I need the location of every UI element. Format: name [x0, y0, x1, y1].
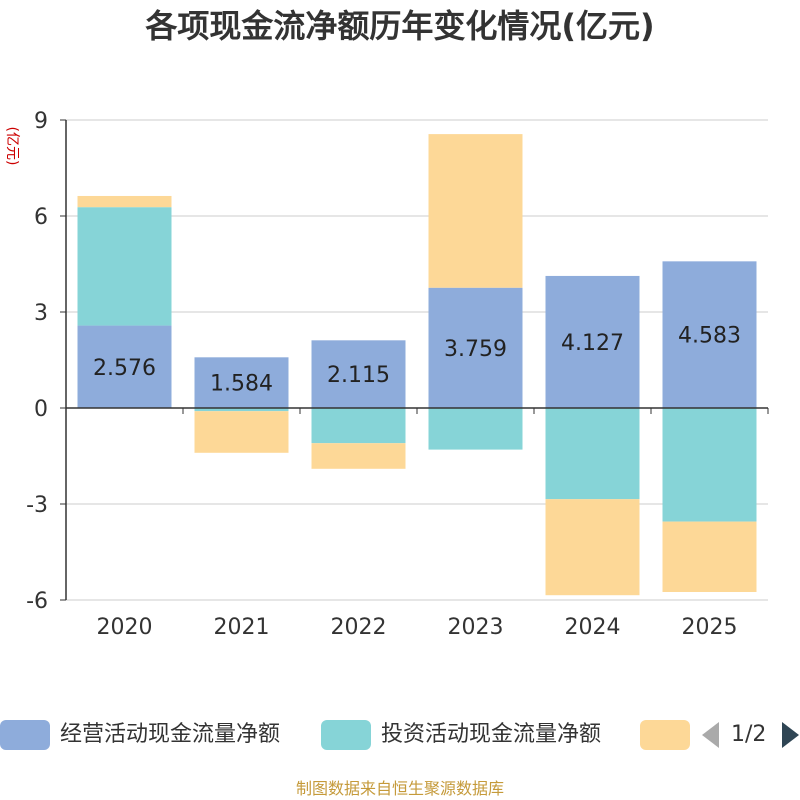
y-tick-label: 9	[34, 109, 48, 134]
x-tick-label: 2022	[331, 615, 387, 640]
bar-2020-series-2[interactable]	[77, 195, 172, 208]
x-tick-label: 2021	[214, 615, 270, 640]
bar-2025-series-1[interactable]	[662, 408, 757, 522]
bar-data-label: 1.584	[210, 372, 273, 397]
y-tick-label: 6	[34, 205, 48, 230]
bar-data-label: 3.759	[444, 337, 507, 362]
x-tick-label: 2025	[682, 615, 738, 640]
y-tick-label: 3	[34, 301, 48, 326]
bar-data-label: 4.583	[678, 324, 741, 349]
y-tick-label: 0	[34, 397, 48, 422]
stacked-bar-chart: (亿元) -6 -3 0 3 6 9 2020 2021 2022 2023 2024 2025 2.…	[4, 109, 769, 640]
legend-swatch-investing[interactable]	[321, 720, 371, 750]
bar-2020-series-1[interactable]	[77, 207, 172, 326]
bar-2021-series-2[interactable]	[194, 411, 289, 453]
legend-label-investing[interactable]: 投资活动现金流量净额	[381, 722, 602, 747]
legend-swatch-financing[interactable]	[640, 720, 690, 750]
bar-2022-series-1[interactable]	[311, 408, 406, 444]
bar-2025-series-0[interactable]	[662, 261, 757, 408]
legend-next-page-icon[interactable]	[782, 722, 799, 748]
y-tick-label: -6	[26, 589, 48, 614]
x-tick-label: 2020	[97, 615, 153, 640]
bar-2021-series-0[interactable]	[194, 357, 289, 408]
legend-prev-page-icon[interactable]	[702, 722, 719, 748]
bar-data-label: 2.115	[327, 363, 390, 388]
bar-2025-series-2[interactable]	[662, 521, 757, 592]
data-source-note: 制图数据来自恒生聚源数据库	[295, 779, 504, 798]
legend-swatch-operating[interactable]	[0, 720, 50, 750]
y-tick-label: -3	[26, 493, 48, 518]
bar-data-label: 4.127	[561, 331, 624, 356]
x-tick-label: 2024	[565, 615, 621, 640]
legend-page-indicator: 1/2	[731, 722, 767, 747]
bar-2024-series-2[interactable]	[545, 499, 640, 596]
legend: 经营活动现金流量净额 投资活动现金流量净额 1/2	[0, 714, 800, 754]
bar-2021-series-1[interactable]	[194, 408, 289, 412]
x-tick-label: 2023	[448, 615, 504, 640]
bar-2022-series-2[interactable]	[311, 443, 406, 469]
bar-2020-series-0[interactable]	[77, 325, 172, 408]
bar-2024-series-0[interactable]	[545, 275, 640, 408]
bar-2024-series-1[interactable]	[545, 408, 640, 500]
legend-label-operating[interactable]: 经营活动现金流量净额	[60, 722, 281, 747]
bar-2023-series-0[interactable]	[428, 287, 523, 408]
y-axis-label: (亿元)	[4, 127, 20, 166]
bar-2023-series-1[interactable]	[428, 408, 523, 450]
bar-data-label: 2.576	[93, 356, 156, 381]
chart-title: 各项现金流净额历年变化情况(亿元)	[145, 7, 655, 45]
bar-2023-series-2[interactable]	[428, 134, 523, 288]
bar-2022-series-0[interactable]	[311, 340, 406, 408]
